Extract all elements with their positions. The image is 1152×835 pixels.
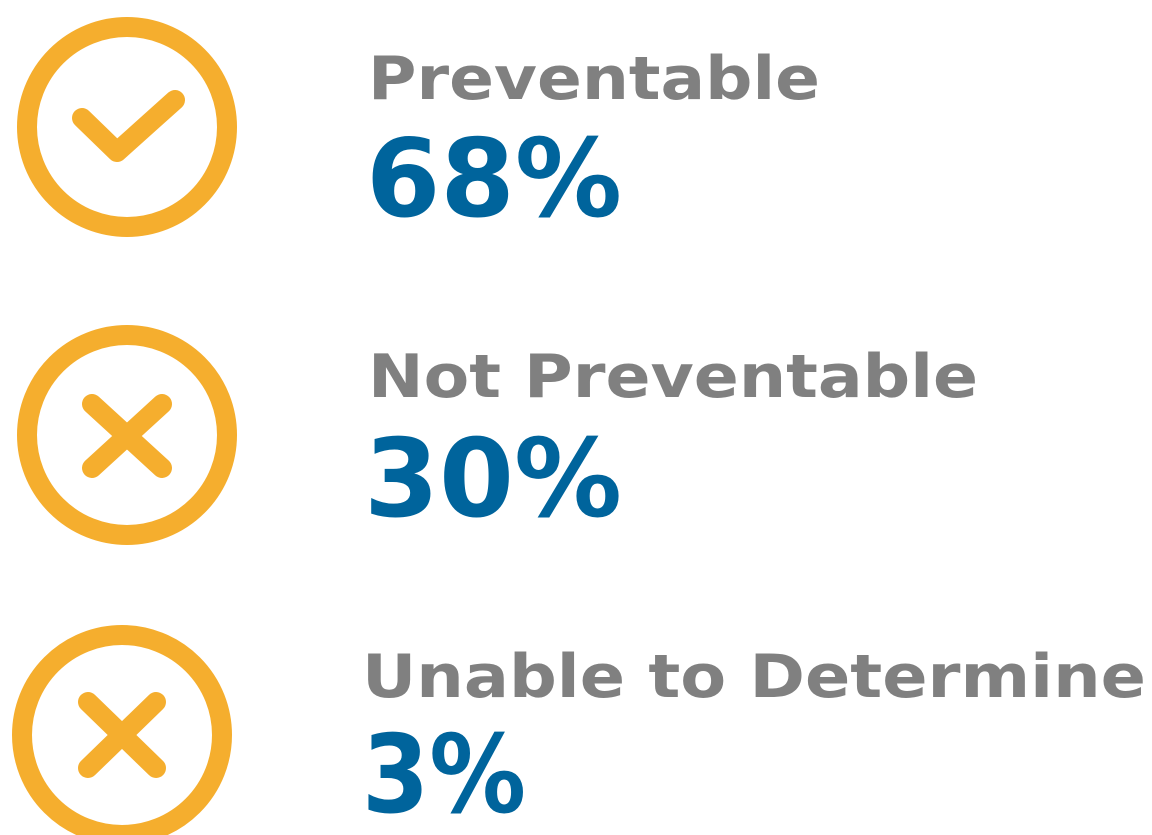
icon-ring <box>17 17 237 237</box>
check-icon <box>72 90 185 162</box>
item: Not Preventable 30% <box>17 325 978 545</box>
item-value: 3% <box>362 713 526 835</box>
item-label: Not Preventable <box>368 342 978 412</box>
icon-ring <box>17 325 237 545</box>
item: Preventable 68% <box>17 17 820 242</box>
item: Unable to Determine 3% <box>12 625 1146 835</box>
item-value: 68% <box>366 117 622 242</box>
icon-ring <box>12 625 232 835</box>
cross-icon <box>78 692 166 778</box>
item-value: 30% <box>364 417 622 542</box>
cross-icon <box>82 394 172 478</box>
item-label: Preventable <box>368 44 820 114</box>
item-label: Unable to Determine <box>362 642 1146 712</box>
